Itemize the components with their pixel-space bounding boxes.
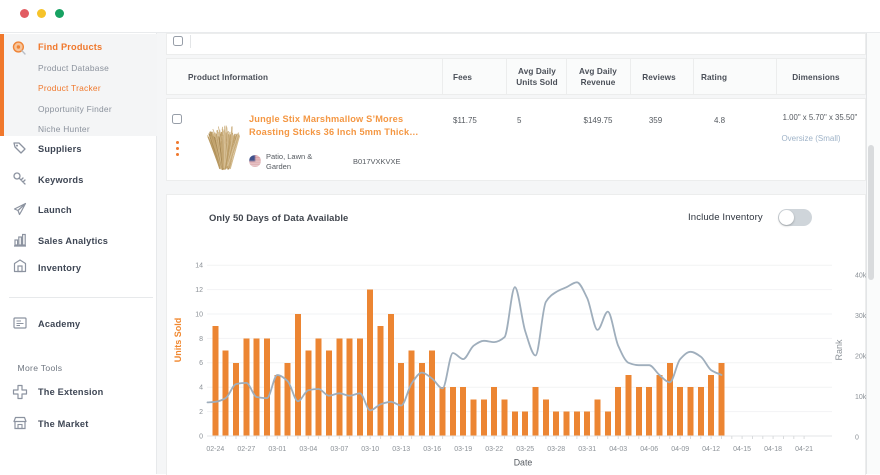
svg-text:04-03: 04-03 [609, 446, 627, 453]
svg-text:20k: 20k [855, 353, 866, 360]
svg-text:03-16: 03-16 [423, 446, 441, 453]
svg-text:12: 12 [195, 287, 203, 294]
svg-text:4: 4 [199, 385, 203, 392]
svg-text:03-25: 03-25 [516, 446, 534, 453]
svg-text:03-22: 03-22 [485, 446, 503, 453]
svg-text:03-01: 03-01 [268, 446, 286, 453]
svg-text:03-07: 03-07 [330, 446, 348, 453]
svg-text:40k: 40k [855, 272, 866, 279]
svg-text:6: 6 [199, 360, 203, 367]
svg-text:04-09: 04-09 [671, 446, 689, 453]
svg-text:10k: 10k [855, 394, 866, 401]
svg-text:03-28: 03-28 [547, 446, 565, 453]
svg-text:04-21: 04-21 [795, 446, 813, 453]
svg-text:02-27: 02-27 [237, 446, 255, 453]
svg-text:Date: Date [514, 458, 533, 468]
svg-text:03-04: 03-04 [299, 446, 317, 453]
svg-text:03-13: 03-13 [392, 446, 410, 453]
svg-text:03-31: 03-31 [578, 446, 596, 453]
svg-text:03-10: 03-10 [361, 446, 379, 453]
svg-text:2: 2 [199, 409, 203, 416]
svg-text:30k: 30k [855, 313, 866, 320]
svg-text:8: 8 [199, 336, 203, 343]
svg-text:02-24: 02-24 [206, 446, 224, 453]
svg-text:Units Sold: Units Sold [173, 318, 183, 363]
svg-text:0: 0 [199, 433, 203, 440]
svg-text:10: 10 [195, 311, 203, 318]
svg-text:Rank: Rank [834, 339, 844, 361]
svg-text:04-15: 04-15 [733, 446, 751, 453]
svg-text:04-12: 04-12 [702, 446, 720, 453]
svg-text:0: 0 [855, 434, 859, 441]
svg-text:04-06: 04-06 [640, 446, 658, 453]
svg-text:14: 14 [195, 263, 203, 270]
svg-text:03-19: 03-19 [454, 446, 472, 453]
svg-text:04-18: 04-18 [764, 446, 782, 453]
